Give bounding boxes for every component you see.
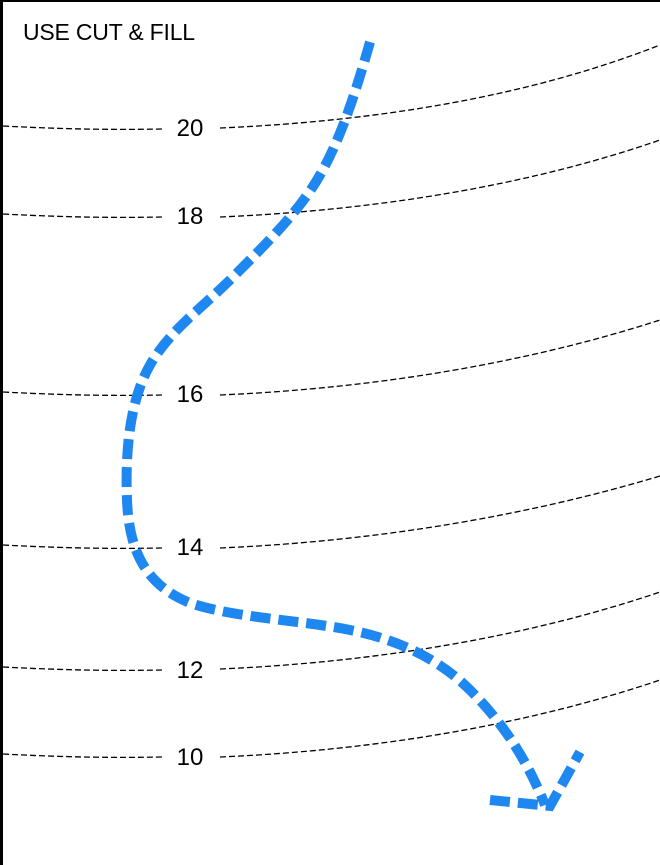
drainage-path: [121, 40, 550, 807]
contour-line-12-left: [2, 666, 163, 672]
contour-line-18-right: [219, 139, 660, 218]
contour-line-14-left: [2, 544, 163, 550]
contour-line-16-right: [219, 319, 660, 396]
contour-label-12: 12: [177, 657, 204, 684]
contour-line-16-left: [2, 391, 163, 397]
contour-label-14: 14: [177, 534, 204, 561]
contour-line-18-left: [2, 213, 163, 219]
arrowhead: [489, 749, 585, 812]
diagram-title: USE CUT & FILL: [23, 19, 195, 45]
contour-line-20-right: [219, 44, 660, 129]
contour-label-16: 16: [177, 381, 204, 408]
contour-label-18: 18: [177, 203, 204, 230]
contour-line-14-right: [219, 475, 660, 549]
contour-label-10: 10: [177, 744, 204, 771]
contour-label-20: 20: [177, 115, 204, 142]
contour-line-10-left: [2, 753, 163, 759]
contour-line-10-right: [219, 679, 660, 758]
contour-line-20-left: [2, 125, 163, 131]
dashed-blue-arrow-icon: [121, 40, 585, 812]
contour-line-12-right: [219, 591, 660, 670]
